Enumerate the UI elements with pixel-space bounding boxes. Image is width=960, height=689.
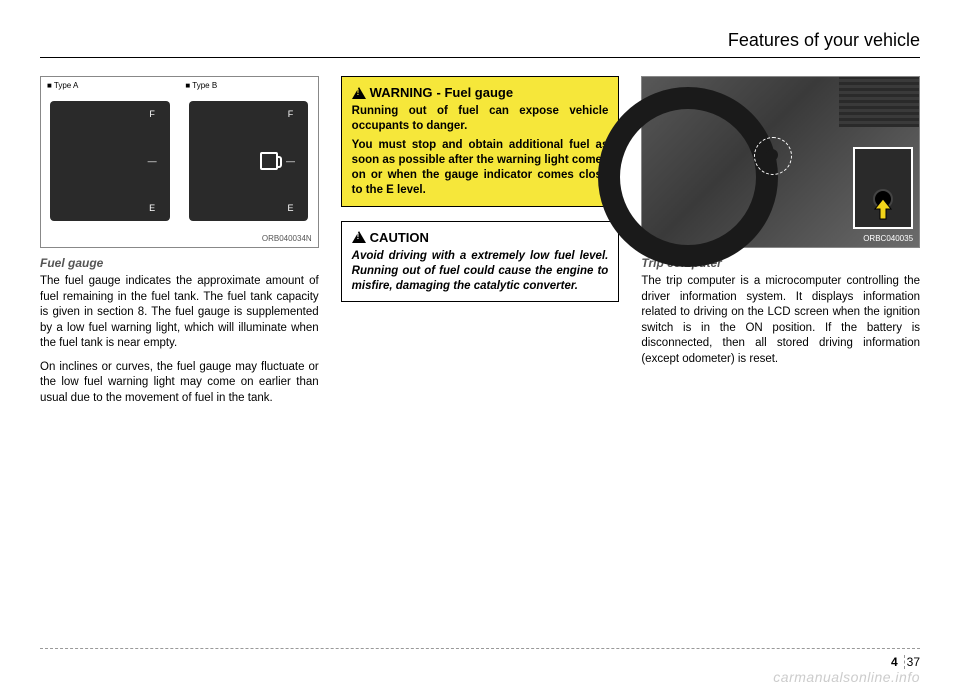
watermark: carmanualsonline.info [773,669,920,685]
type-b-label: ■ Type B [185,81,217,90]
page-footer: 437 [40,648,920,669]
content-columns: ■ Type A F — E ■ Type B [40,76,920,414]
figure-code-1: ORB040034N [262,234,312,243]
column-2: WARNING - Fuel gauge Running out of fuel… [341,76,620,414]
gauge-mid-b: — [280,156,300,166]
warning-triangle-icon [352,87,366,99]
caution-text: Avoid driving with a extremely low fuel … [352,249,609,294]
warning-box: WARNING - Fuel gauge Running out of fuel… [341,76,620,207]
steering-wheel [598,87,778,267]
arrow-up-icon [873,197,893,221]
trip-computer-p1: The trip computer is a microcomputer con… [641,274,920,367]
fuel-gauge-heading: Fuel gauge [40,256,319,270]
caution-heading: CAUTION [352,230,609,245]
warning-label: WARNING [370,85,433,100]
chapter-title: Features of your vehicle [40,30,920,58]
warning-sublabel: - Fuel gauge [437,85,514,100]
column-3: ORBC040035 Trip computer The trip comput… [641,76,920,414]
warning-text-1: Running out of fuel can expose vehicle o… [352,104,609,134]
caution-triangle-icon [352,231,366,243]
gauge-empty-b: E [280,203,300,213]
fuel-gauge-figure: ■ Type A F — E ■ Type B [40,76,319,248]
type-a-label: ■ Type A [47,81,78,90]
figure-inner: ■ Type A F — E ■ Type B [41,77,318,247]
gauge-display-b: F — E [189,101,309,221]
column-1: ■ Type A F — E ■ Type B [40,76,319,414]
inset-detail [853,147,913,229]
gauge-full-a: F [142,109,162,119]
gauge-empty-a: E [142,203,162,213]
gauge-scale-a: F — E [142,109,162,213]
caution-box: CAUTION Avoid driving with a extremely l… [341,221,620,303]
fuel-gauge-p1: The fuel gauge indicates the approximate… [40,274,319,352]
fuel-gauge-p2: On inclines or curves, the fuel gauge ma… [40,360,319,407]
figure-code-2: ORBC040035 [863,234,913,243]
gauge-scale-b: F — E [280,109,300,213]
trip-computer-figure: ORBC040035 [641,76,920,248]
air-vent [839,77,919,127]
gauge-display-a: F — E [50,101,170,221]
warning-text-2: You must stop and obtain additional fuel… [352,138,609,198]
page-number: 37 [907,655,920,669]
caution-label: CAUTION [370,230,429,245]
gauge-mid-a: — [142,156,162,166]
gauge-full-b: F [280,109,300,119]
fuel-pump-icon [260,152,278,170]
gauge-type-a: ■ Type A F — E [41,77,179,247]
page: Features of your vehicle ■ Type A F — E [0,0,960,689]
warning-heading: WARNING - Fuel gauge [352,85,609,100]
gauge-type-b: ■ Type B F — E [179,77,317,247]
section-number: 4 [891,655,905,669]
